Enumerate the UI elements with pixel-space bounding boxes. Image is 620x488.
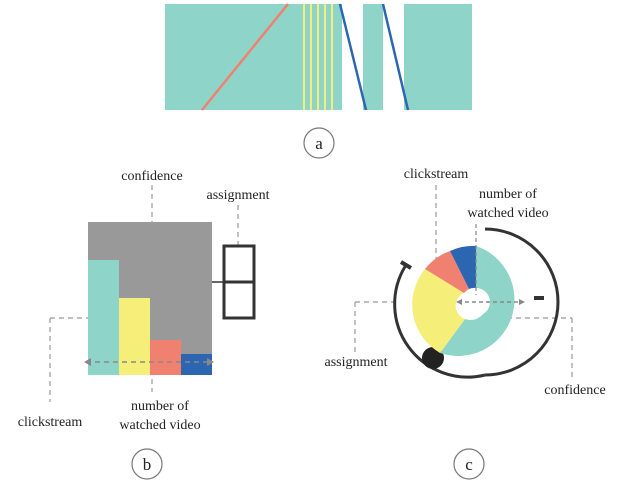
label-clickstream: clickstream <box>18 415 83 430</box>
panel-c-caption-circle <box>453 448 485 480</box>
label-c-assignment: assignment <box>325 355 388 370</box>
panel-a: a <box>165 3 472 159</box>
assignment-squares-icon <box>222 244 256 320</box>
strip-blue-line-1 <box>338 3 368 111</box>
panel-a-caption: a <box>315 134 323 153</box>
donut-arrow-head-right-icon <box>519 299 525 305</box>
bar-salmon <box>150 340 181 375</box>
panel-b-caption-circle <box>131 448 163 480</box>
donut-slice-teal <box>440 246 515 356</box>
label-c-watched-line2: watched video <box>467 206 548 221</box>
strip-block-middle <box>363 4 383 110</box>
panel-a-strip <box>165 3 472 111</box>
bar-blue <box>181 354 212 375</box>
arrow-head-left-icon <box>84 358 91 366</box>
strip-block-main <box>165 4 342 110</box>
bar-clickstream <box>88 260 119 375</box>
label-c-watched-line1: number of <box>479 187 537 202</box>
panel-b: confidence assignment clickstream number… <box>18 169 270 480</box>
label-confidence: confidence <box>121 169 182 184</box>
panel-c-caption: c <box>465 455 473 474</box>
outer-arc-tick-left <box>399 260 413 270</box>
strip-salmon-line <box>201 3 289 111</box>
donut-arrow-head-left-icon <box>456 299 462 305</box>
strip-block-right <box>404 4 472 110</box>
outer-arc-left <box>393 264 486 379</box>
panel-a-caption-circle <box>303 127 335 159</box>
donut-slice-blue <box>450 245 476 289</box>
panel-b-caption: b <box>143 455 152 474</box>
donut-slice-yellow <box>412 269 465 353</box>
strip-blue-line-2 <box>381 3 410 111</box>
donut-slice-salmon <box>425 251 469 293</box>
label-watched-line2: watched video <box>119 418 200 433</box>
round-handle-icon <box>422 347 444 369</box>
panel-c: clickstream number of watched video assi… <box>325 167 606 480</box>
label-c-clickstream: clickstream <box>404 167 469 182</box>
bar-watched-video <box>119 298 150 375</box>
label-c-confidence: confidence <box>544 383 605 398</box>
arrow-head-right-icon <box>207 358 214 366</box>
outer-arc-right <box>484 227 560 377</box>
donut-chart <box>412 245 515 356</box>
label-assignment: assignment <box>207 188 270 203</box>
label-watched-line1: number of <box>131 399 189 414</box>
